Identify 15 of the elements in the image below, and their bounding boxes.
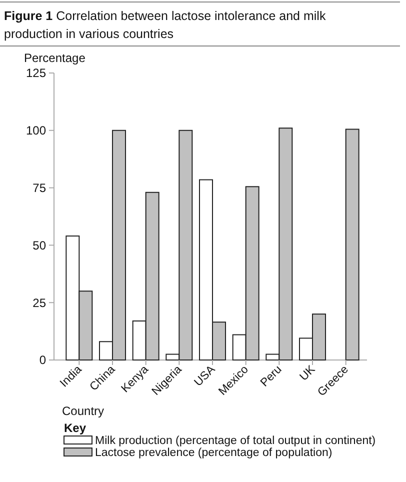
x-tick-label: USA (192, 363, 218, 389)
legend-label: Milk production (percentage of total output in continent) (95, 435, 376, 447)
y-tick-label: 100 (26, 124, 46, 138)
legend-title: Key (64, 421, 86, 435)
y-tick-label: 50 (32, 238, 46, 252)
legend-label: Lactose prevalence (percentage of population) (95, 447, 332, 459)
x-tick-label: UK (298, 363, 318, 384)
bar (345, 128, 360, 360)
x-axis-title: Country (62, 404, 104, 418)
y-tick-label: 0 (39, 353, 46, 368)
chart-title: Figure 1 Correlation between lactose intolerance and milk production in various countries (4, 9, 326, 41)
y-tick-label: 125 (26, 66, 46, 80)
y-tick-label: 75 (32, 181, 46, 195)
y-tick-label: 25 (32, 296, 46, 310)
y-axis-title: Percentage (24, 51, 86, 65)
